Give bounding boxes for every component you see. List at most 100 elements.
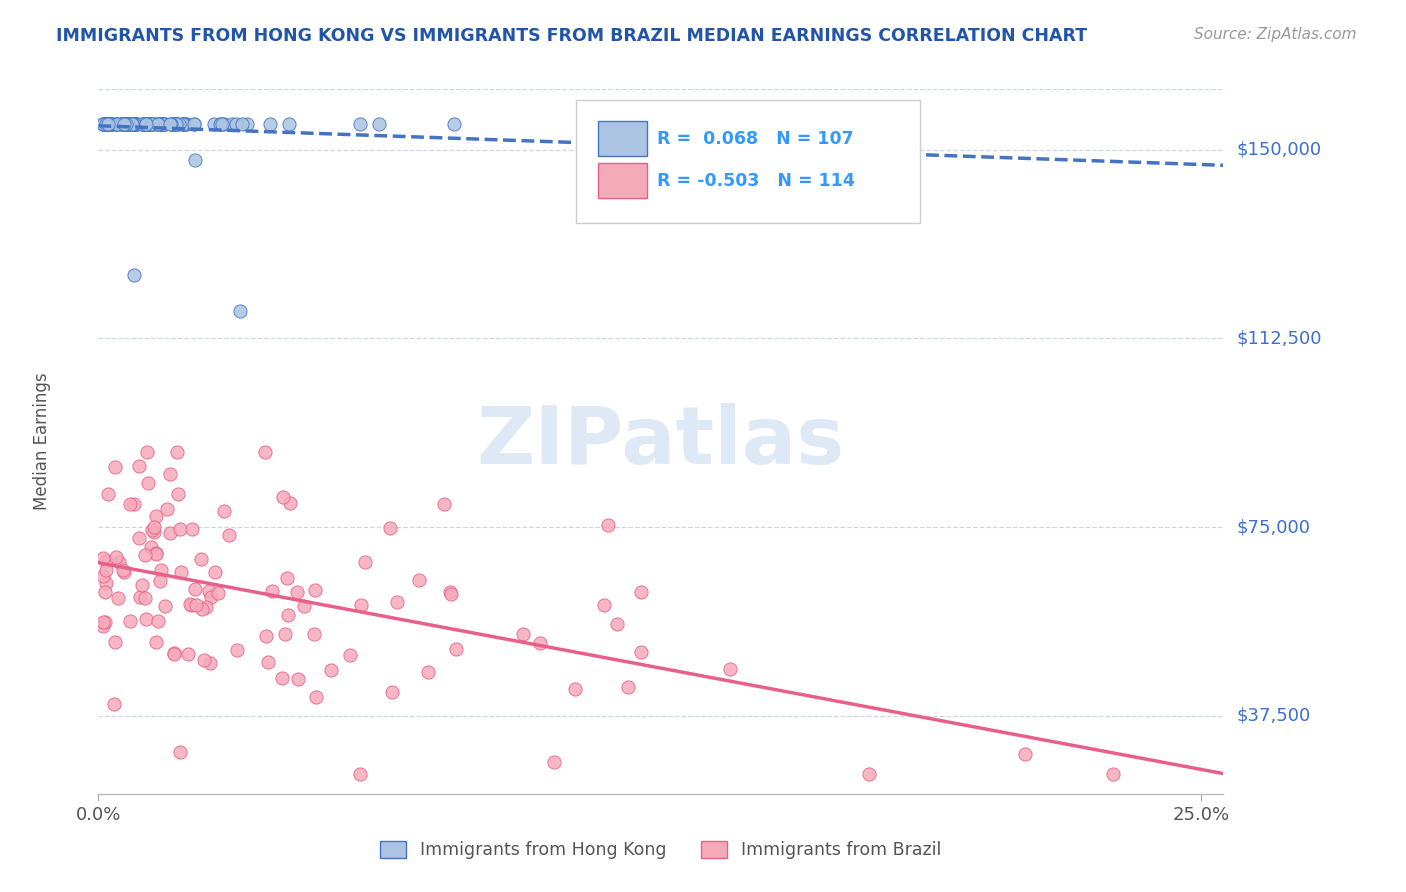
Point	[152, 117, 174, 131]
Point	[141, 117, 163, 131]
Point	[143, 524, 166, 539]
Point	[180, 598, 202, 612]
Point	[110, 117, 132, 131]
Point	[134, 117, 156, 131]
Point	[193, 653, 215, 667]
Point	[183, 117, 205, 131]
Point	[200, 590, 222, 604]
Point	[111, 117, 134, 131]
Point	[184, 153, 207, 167]
Point	[350, 598, 373, 612]
Point	[270, 671, 292, 685]
Legend: Immigrants from Hong Kong, Immigrants from Brazil: Immigrants from Hong Kong, Immigrants fr…	[373, 834, 949, 866]
Point	[131, 578, 153, 592]
Point	[277, 607, 299, 622]
Point	[564, 681, 586, 696]
Point	[153, 117, 176, 131]
Point	[112, 117, 135, 131]
Point	[211, 117, 233, 131]
Point	[136, 475, 159, 490]
Point	[112, 117, 135, 131]
Point	[139, 540, 162, 554]
Point	[152, 117, 174, 131]
Point	[218, 528, 240, 542]
Point	[105, 117, 128, 131]
Point	[91, 619, 114, 633]
Text: $75,000: $75,000	[1236, 518, 1310, 536]
Point	[141, 117, 163, 131]
Point	[349, 766, 371, 780]
Point	[169, 522, 191, 536]
Point	[166, 444, 188, 458]
Point	[96, 554, 118, 568]
Point	[91, 615, 114, 629]
Point	[101, 117, 124, 131]
Text: R = -0.503   N = 114: R = -0.503 N = 114	[658, 172, 855, 190]
Point	[176, 117, 198, 131]
Point	[166, 486, 188, 500]
Point	[440, 587, 463, 601]
Point	[120, 117, 142, 131]
Point	[112, 117, 135, 131]
Text: Median Earnings: Median Earnings	[34, 373, 51, 510]
Point	[173, 117, 195, 131]
Point	[302, 627, 325, 641]
Point	[146, 117, 169, 131]
Point	[381, 685, 404, 699]
Point	[254, 629, 277, 643]
Point	[543, 756, 565, 770]
Point	[190, 551, 212, 566]
Point	[159, 117, 181, 131]
Point	[107, 117, 129, 131]
Point	[135, 117, 157, 131]
Point	[111, 117, 134, 131]
Point	[1014, 747, 1036, 761]
Point	[163, 647, 186, 661]
Point	[183, 117, 205, 131]
Point	[112, 565, 135, 579]
Point	[209, 117, 232, 131]
FancyBboxPatch shape	[598, 163, 647, 198]
Point	[173, 117, 195, 131]
Point	[606, 617, 628, 632]
Point	[134, 591, 156, 605]
Point	[439, 585, 461, 599]
Point	[115, 117, 138, 131]
Point	[125, 117, 148, 131]
Point	[408, 574, 430, 588]
Point	[139, 117, 162, 131]
Point	[122, 117, 145, 131]
Point	[91, 551, 114, 566]
Point	[149, 563, 172, 577]
Point	[617, 680, 640, 694]
Point	[260, 583, 283, 598]
Point	[180, 522, 202, 536]
Point	[98, 117, 121, 131]
Point	[132, 117, 155, 131]
Point	[418, 665, 440, 679]
Point	[152, 117, 174, 131]
Point	[96, 117, 118, 131]
Point	[115, 117, 138, 131]
Point	[153, 599, 176, 613]
Point	[103, 635, 125, 649]
Point	[107, 591, 129, 605]
Point	[162, 117, 184, 131]
Point	[165, 117, 187, 131]
Point	[228, 303, 250, 318]
Point	[278, 117, 301, 131]
Point	[197, 583, 219, 598]
Point	[349, 117, 371, 131]
Point	[148, 117, 170, 131]
Point	[112, 117, 135, 131]
Point	[162, 646, 184, 660]
Point	[104, 550, 127, 565]
Point	[339, 648, 361, 662]
Text: $37,500: $37,500	[1236, 706, 1310, 725]
Point	[529, 636, 551, 650]
Point	[91, 117, 114, 131]
Point	[107, 555, 129, 569]
Point	[593, 598, 616, 612]
Point	[276, 571, 298, 585]
Point	[98, 117, 121, 131]
